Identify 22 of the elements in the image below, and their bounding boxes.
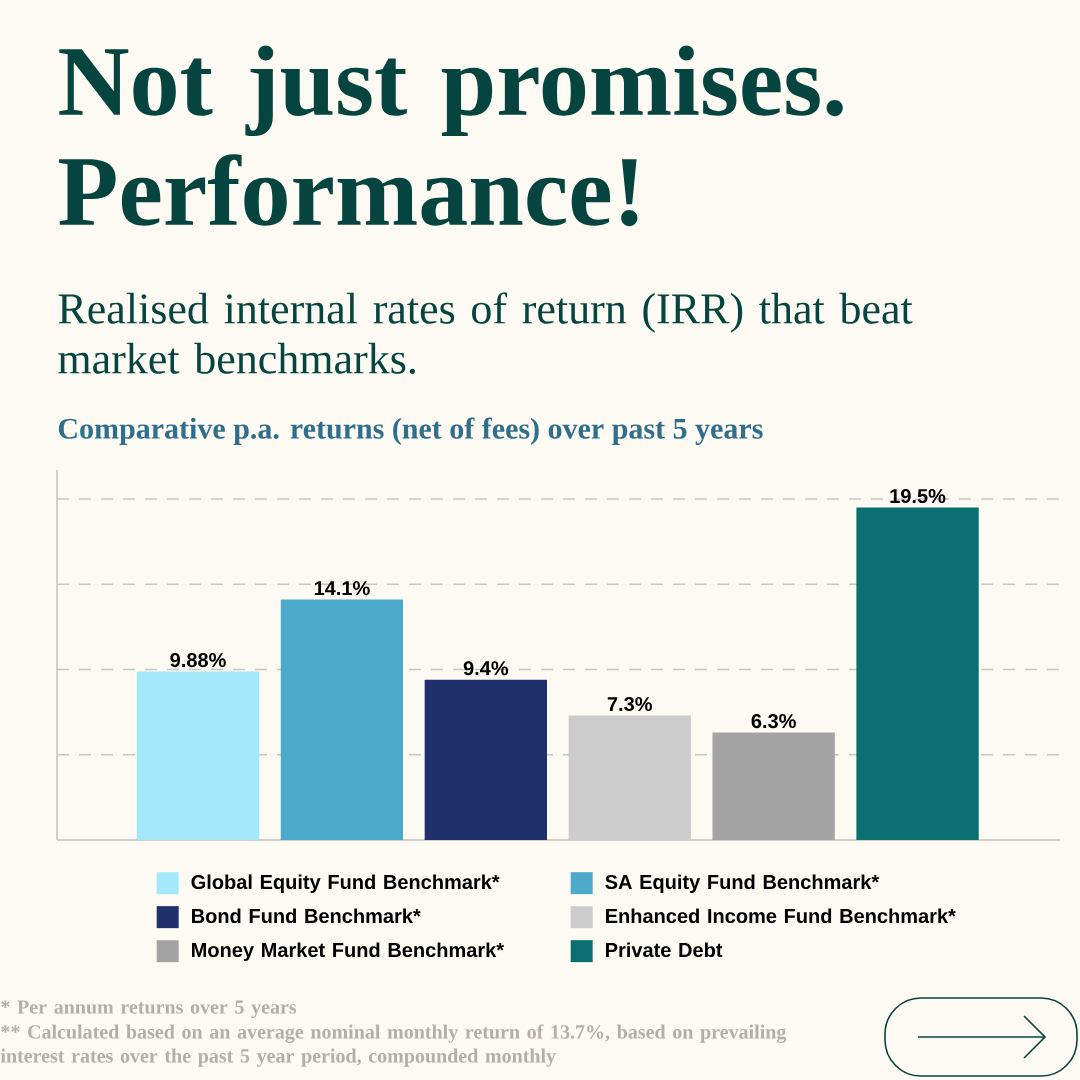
legend-label: Money Market Fund Benchmark*	[192, 942, 505, 962]
bar	[280, 599, 404, 840]
bar	[856, 507, 979, 840]
data-label: 19.5%	[890, 488, 946, 504]
bar	[424, 679, 547, 840]
legend-label: Private Debt	[606, 942, 723, 958]
data-label: 9.88%	[170, 652, 226, 668]
data-label: 9.4%	[463, 661, 509, 676]
text: Comparative p.a. returns (net of fees) over past 5 years	[58, 417, 763, 445]
bar	[712, 732, 835, 840]
text: ** Calculated based on an average nominal monthly return of 13.7%, based on prevailing interest rates over the past 5 year period, compounded monthly	[0, 1024, 787, 1067]
text: * Per annum returns over 5 years	[1, 1000, 297, 1018]
legend-label: Enhanced Income Fund Benchmark*	[606, 908, 956, 924]
data-label: 7.3%	[607, 696, 652, 712]
legend-label: SA Equity Fund Benchmark*	[605, 874, 880, 894]
chart-subtitle: Realised internal rates of return (IRR) that beat market benchmarks.	[58, 292, 913, 374]
chart-title: Not just promises. Performance!	[59, 45, 843, 227]
data-label: 14.1%	[314, 581, 370, 596]
bar	[136, 671, 260, 840]
legend-label: Bond Fund Benchmark*	[192, 908, 421, 924]
data-label: 6.3%	[751, 713, 796, 729]
legend-label: Global Equity Fund Benchmark*	[191, 874, 500, 894]
